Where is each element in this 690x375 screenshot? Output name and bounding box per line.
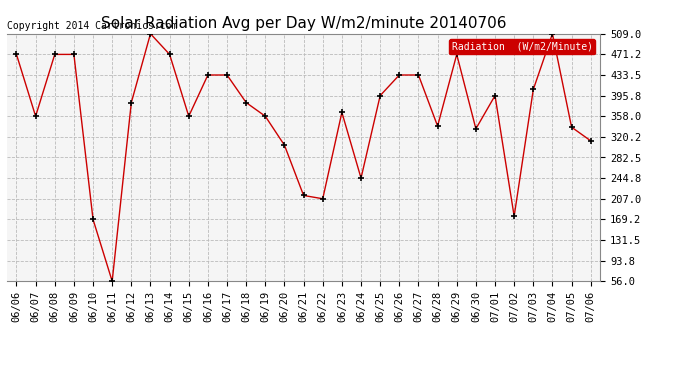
Legend: Radiation  (W/m2/Minute): Radiation (W/m2/Minute) [448, 39, 595, 54]
Text: Copyright 2014 Cartronics.com: Copyright 2014 Cartronics.com [7, 21, 177, 31]
Title: Solar Radiation Avg per Day W/m2/minute 20140706: Solar Radiation Avg per Day W/m2/minute … [101, 16, 506, 31]
